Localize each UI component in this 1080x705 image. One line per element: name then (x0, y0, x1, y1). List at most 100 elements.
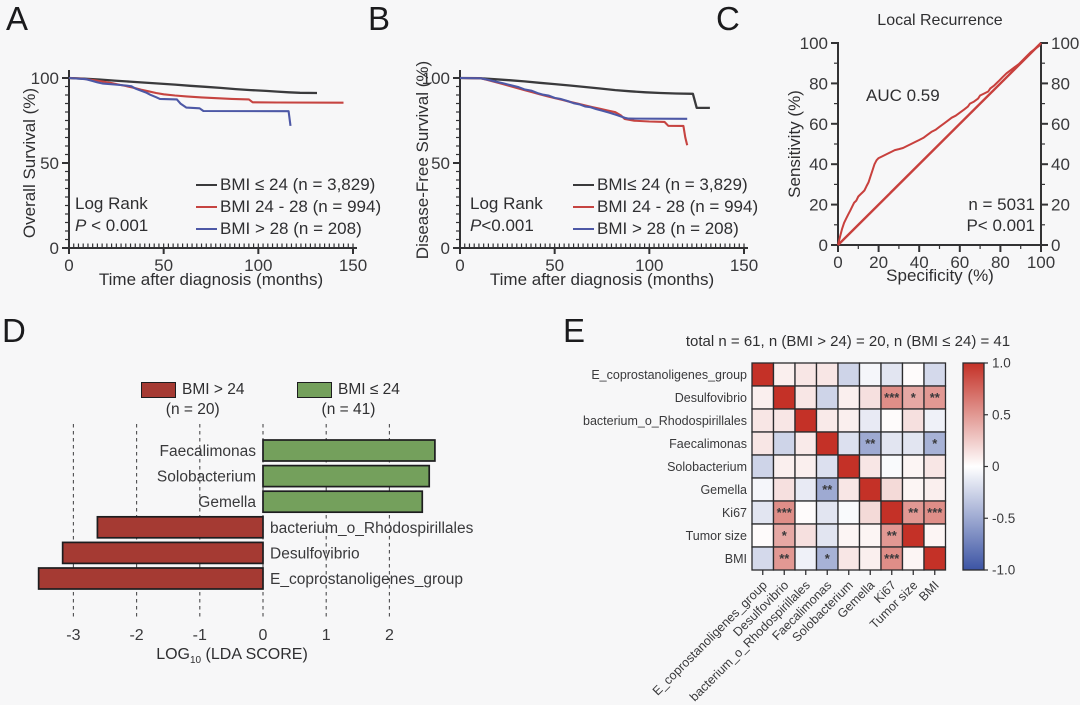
y-tick-label: 0 (441, 239, 450, 258)
heatmap-column-label: BMI (916, 578, 942, 604)
lda-bar (262, 490, 424, 514)
bar-label: Gemella (198, 494, 256, 511)
heatmap-cell (751, 523, 775, 548)
heatmap-cell (751, 385, 775, 410)
heatmap-cell (837, 385, 861, 410)
series-line-swatch (196, 183, 217, 187)
bar-label: Faecalimonas (160, 443, 257, 460)
lda-bar (96, 515, 264, 539)
heatmap-cell (901, 431, 925, 456)
legend-item: BMI 24 - 28 (n = 994) (196, 196, 381, 218)
heatmap-cell (858, 546, 882, 571)
right-tick-label: 60 (1051, 115, 1070, 134)
heatmap-row-label: BMI (725, 552, 747, 566)
heatmap-row-label: Solobacterium (667, 460, 747, 474)
panel-a-logrank-line: Log Rank (75, 194, 148, 213)
series-line-swatch (573, 227, 594, 231)
heatmap-cell (772, 477, 796, 502)
series-line-swatch (573, 183, 594, 187)
series-line-swatch (196, 227, 217, 231)
heatmap-cell (858, 385, 882, 410)
survival-curve (68, 76, 292, 127)
x-tick-label: 40 (910, 253, 929, 272)
panel-c-auc-annotation: AUC 0.59 (866, 86, 940, 105)
heatmap-cell (815, 454, 839, 479)
panel-b-logrank-line: Log Rank (470, 194, 543, 213)
heatmap-cell (772, 408, 796, 433)
heatmap-cell (901, 477, 925, 502)
panel-letter-b: B (368, 0, 391, 37)
significance-stars: *** (777, 505, 793, 520)
roc-curve (837, 42, 1042, 246)
heatmap-cell (880, 362, 904, 387)
heatmap-cell (923, 454, 947, 479)
panel-b-y-axis-label: Disease-Free Survival (%) (413, 60, 432, 260)
x-tick-label: 50 (545, 256, 564, 275)
heatmap-row-label: Faecalimonas (669, 437, 747, 451)
y-tick-label: 40 (809, 155, 828, 174)
roc-reference-line (837, 42, 1042, 246)
panel-a-pvalue: P < 0.001 (75, 216, 149, 235)
y-tick-label: 0 (819, 236, 828, 255)
panel-c-title: Local Recurrence (877, 12, 1003, 29)
heatmap-cell (751, 362, 775, 387)
heatmap-cell (815, 362, 839, 387)
right-tick-label: 20 (1051, 196, 1070, 215)
panel-d-legend-bmi-le24: BMI ≤ 24 (n = 41) (297, 381, 400, 419)
x-tick-label: -2 (129, 627, 143, 644)
heatmap-cell (837, 431, 861, 456)
heatmap-cell (794, 362, 818, 387)
significance-stars: * (932, 436, 938, 451)
heatmap-cell (858, 477, 882, 502)
panel-letter-c: C (716, 0, 740, 37)
legend-label: BMI≤ 24 (n = 3,829) (597, 175, 748, 194)
legend-sublabel: (n = 41) (321, 401, 376, 418)
panel-letter-d: D (2, 312, 26, 349)
legend-item: BMI≤ 24 (n = 3,829) (573, 174, 758, 196)
legend-sublabel: (n = 20) (165, 401, 220, 418)
heatmap-row-label: Gemella (700, 483, 747, 497)
legend-item: BMI > 28 (n = 208) (196, 218, 381, 240)
y-tick-label: 50 (431, 154, 450, 173)
survival-curve (459, 76, 689, 146)
heatmap-cell (772, 362, 796, 387)
heatmap-cell (751, 500, 775, 525)
heatmap-cell (815, 385, 839, 410)
heatmap-cell (901, 454, 925, 479)
x-tick-label: 100 (244, 256, 272, 275)
panel-c-y-axis-label: Sensitivity (%) (785, 90, 804, 198)
heatmap-cell (901, 408, 925, 433)
panel-e-title: total n = 61, n (BMI > 24) = 20, n (BMI … (685, 333, 1011, 350)
significance-stars: ** (908, 505, 919, 520)
right-tick-label: 40 (1051, 155, 1070, 174)
heatmap-cell (751, 431, 775, 456)
panel-b-logrank-stats: Log Rank P<0.001 (470, 193, 543, 237)
panel-a-logrank-stats: Log Rank P < 0.001 (75, 193, 148, 237)
heatmap-cell (880, 477, 904, 502)
bar-label: Desulfovibrio (270, 545, 360, 562)
heatmap-cell (794, 431, 818, 456)
colorbar-tick-label: 0 (992, 459, 1000, 474)
x-tick-label: 80 (991, 253, 1010, 272)
lda-bar (262, 439, 436, 462)
panel-c-p: P< 0.001 (966, 216, 1035, 235)
legend-label: BMI > 28 (n = 208) (220, 219, 362, 238)
heatmap-cell (858, 408, 882, 433)
panel-b-legend: BMI≤ 24 (n = 3,829) BMI 24 - 28 (n = 994… (573, 174, 758, 240)
legend-item: BMI > 24 (141, 381, 244, 399)
heatmap-cell (923, 408, 947, 433)
heatmap-cell (794, 500, 818, 525)
panel-c-x-axis-label: Specificity (%) (886, 266, 994, 285)
heatmap-cell (772, 454, 796, 479)
panel-b-pvalue: P<0.001 (470, 216, 534, 235)
heatmap-cell (923, 523, 947, 548)
series-line-swatch (196, 205, 217, 209)
heatmap-cell (794, 477, 818, 502)
significance-stars: * (911, 390, 917, 405)
lda-bar (37, 567, 264, 590)
survival-curve (459, 76, 710, 110)
heatmap-cell (901, 362, 925, 387)
heatmap-cell (901, 546, 925, 571)
